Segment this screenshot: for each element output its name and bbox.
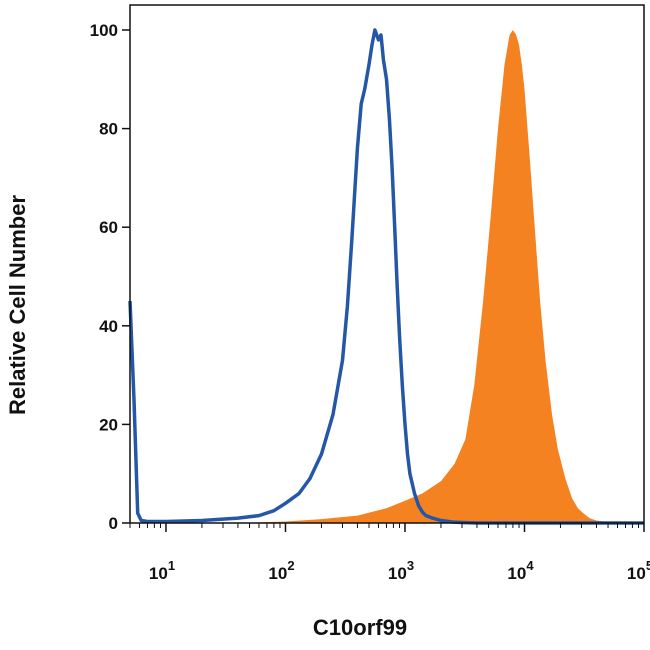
plot-frame bbox=[129, 4, 645, 524]
x-tick-label: 102 bbox=[268, 558, 294, 583]
x-tick-label: 103 bbox=[388, 558, 414, 583]
x-tick-label: 105 bbox=[627, 558, 650, 583]
filled-histogram-series-0 bbox=[130, 30, 644, 523]
y-axis-title: Relative Cell Number bbox=[5, 195, 30, 416]
y-tick-label: 80 bbox=[99, 120, 118, 139]
y-tick-label: 100 bbox=[90, 21, 118, 40]
y-tick-label: 0 bbox=[109, 514, 118, 533]
series-layer bbox=[128, 28, 644, 525]
outline-histogram-series-1 bbox=[128, 28, 644, 525]
y-tick-label: 60 bbox=[99, 218, 118, 237]
x-axis-title: C10orf99 bbox=[313, 615, 407, 640]
y-tick-label: 20 bbox=[99, 415, 118, 434]
y-tick-label: 40 bbox=[99, 317, 118, 336]
x-tick-label: 104 bbox=[507, 558, 534, 583]
x-tick-label: 101 bbox=[149, 558, 175, 583]
axis-layer: 0 20 40 60 80 100 101 102 103 104 105 bbox=[90, 21, 650, 583]
